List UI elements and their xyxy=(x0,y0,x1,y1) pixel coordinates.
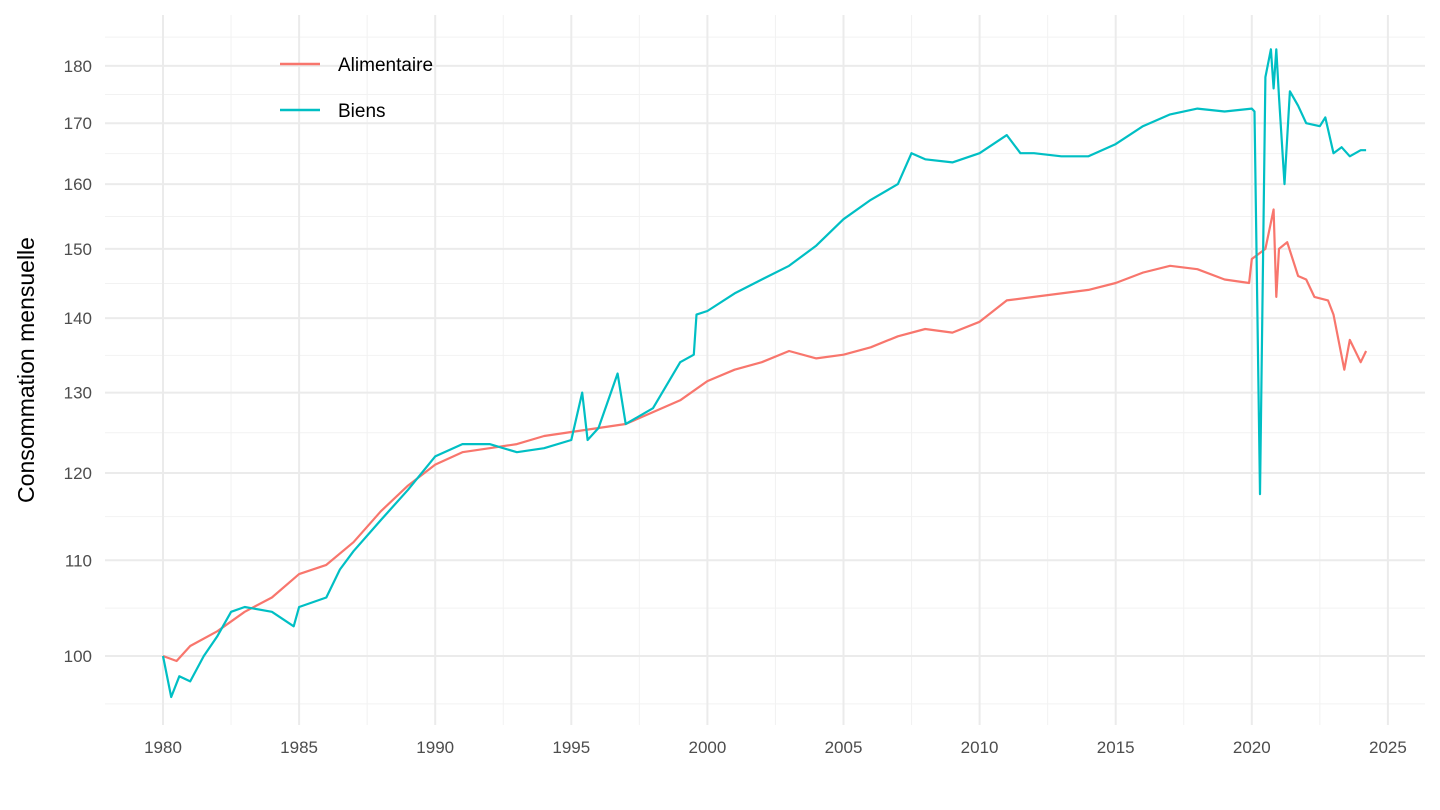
y-axis: 100 110 120 130 140 150 160 170 180 xyxy=(64,57,92,666)
x-tick-label: 1985 xyxy=(280,738,318,757)
legend-label-biens: Biens xyxy=(338,101,386,122)
y-tick-label: 160 xyxy=(64,175,92,194)
x-tick-label: 2020 xyxy=(1233,738,1271,757)
x-tick-label: 2010 xyxy=(961,738,999,757)
gridlines xyxy=(105,15,1425,725)
y-tick-label: 170 xyxy=(64,114,92,133)
x-tick-label: 2025 xyxy=(1369,738,1407,757)
x-tick-label: 2000 xyxy=(688,738,726,757)
x-tick-label: 2015 xyxy=(1097,738,1135,757)
legend-label-alimentaire: Alimentaire xyxy=(338,55,433,76)
y-tick-label: 180 xyxy=(64,57,92,76)
x-tick-label: 1980 xyxy=(144,738,182,757)
x-tick-label: 2005 xyxy=(825,738,863,757)
series-lines xyxy=(161,48,1368,699)
y-tick-label: 120 xyxy=(64,464,92,483)
y-tick-label: 140 xyxy=(64,309,92,328)
y-tick-label: 110 xyxy=(65,551,92,570)
x-tick-label: 1990 xyxy=(416,738,454,757)
y-tick-label: 130 xyxy=(64,384,92,403)
y-axis-label: Consommation mensuelle xyxy=(13,237,39,503)
legend: Alimentaire Biens xyxy=(280,55,433,122)
y-tick-label: 150 xyxy=(64,240,92,259)
series-line-biens xyxy=(161,48,1367,699)
y-tick-label: 100 xyxy=(64,647,92,666)
x-axis: 1980 1985 1990 1995 2000 2005 2010 2015 2020 2025 xyxy=(144,738,1407,757)
x-tick-label: 1995 xyxy=(552,738,590,757)
series-line-alimentaire xyxy=(162,208,1368,663)
